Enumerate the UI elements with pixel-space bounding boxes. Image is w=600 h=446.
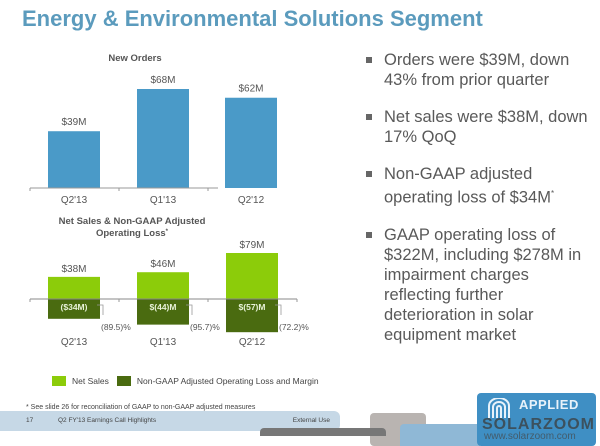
footer-bar: 17 Q2 FY'13 Earnings Call Highlights Ext… [0, 411, 340, 431]
bullet-footnote-mark: * [550, 189, 555, 198]
netsales-category-label: Q2'12 [239, 337, 266, 348]
new-orders-category-label: Q2'12 [238, 195, 265, 206]
watermark: SOLARZOOM [482, 416, 595, 433]
netsales-title-line2: Operating Loss* [96, 228, 169, 239]
op-margin-label: (89.5)% [101, 322, 131, 332]
footer-decoration-blue [400, 424, 480, 446]
page-number: 17 [26, 417, 34, 424]
new-orders-bar [225, 97, 277, 188]
net-sales-bar [48, 276, 100, 299]
new-orders-category-label: Q2'13 [61, 195, 88, 206]
netsales-title-line1: Net Sales & Non-GAAP Adjusted [59, 216, 206, 227]
op-loss-value-label: $(57)M [239, 302, 266, 312]
margin-connector [186, 304, 193, 315]
new-orders-category-label: Q1'13 [150, 195, 177, 206]
bullet-item: GAAP operating loss of $322M, including … [364, 225, 596, 345]
op-loss-bar [137, 299, 189, 325]
footnote: * See slide 26 for reconciliation of GAA… [26, 404, 256, 411]
applied-logo-icon [488, 398, 510, 418]
new-orders-title: New Orders [108, 53, 161, 64]
netsales-title-line2-text: Operating Loss [96, 228, 166, 239]
new-orders-bar [48, 131, 100, 188]
netsales-category-label: Q1'13 [150, 337, 177, 348]
new-orders-value-label: $68M [150, 75, 175, 86]
netsales-category-label: Q2'13 [61, 337, 88, 348]
bullet-text: Orders were $39M, down 43% from prior qu… [384, 51, 570, 89]
bullet-item: Net sales were $38M, down 17% QoQ [364, 107, 596, 147]
legend-item-net-sales: Net Sales [52, 376, 109, 386]
company-logo: APPLIED [477, 393, 596, 446]
legend-label-net-sales: Net Sales [72, 376, 109, 386]
bullet-text: GAAP operating loss of $322M, including … [384, 225, 582, 344]
classification-label: External Use [292, 417, 330, 424]
watermark-url: www.solarzoom.com [484, 431, 576, 442]
net-sales-bar [137, 272, 189, 299]
bullet-square-icon [366, 231, 372, 238]
net-sales-value-label: $38M [61, 264, 86, 275]
charts-canvas: New Orders $39M$68M$62M Q2'13 Q1'13 Q2'12 … [29, 53, 309, 348]
net-sales-value-label: $79M [239, 240, 264, 251]
bullet-item: Orders were $39M, down 43% from prior qu… [364, 50, 596, 90]
net-sales-value-label: $46M [150, 259, 175, 270]
deck-name: Q2 FY'13 Earnings Call Highlights [58, 417, 157, 424]
footer-decoration-dark [260, 428, 386, 436]
legend-item-op-loss: Non-GAAP Adjusted Operating Loss and Mar… [116, 376, 319, 386]
chart-legend: Net Sales Non-GAAP Adjusted Operating Lo… [52, 376, 327, 386]
legend-label-op-loss: Non-GAAP Adjusted Operating Loss and Mar… [136, 376, 319, 386]
op-loss-value-label: ($34M) [61, 302, 88, 312]
new-orders-value-label: $39M [61, 117, 86, 128]
net-sales-bar [226, 253, 278, 299]
new-orders-value-label: $62M [238, 84, 263, 95]
bullet-item: Non-GAAP adjusted operating loss of $34M… [364, 164, 596, 208]
bullet-square-icon [366, 57, 372, 63]
op-margin-label: (95.7)% [190, 322, 220, 332]
new-orders-bar [137, 89, 189, 188]
logo-text: APPLIED [519, 397, 579, 412]
op-loss-bar [226, 299, 278, 333]
margin-connector [275, 304, 282, 315]
op-loss-bar [48, 299, 100, 319]
bullet-list: Orders were $39M, down 43% from prior qu… [364, 50, 596, 362]
bullet-text: Non-GAAP adjusted operating loss of $34M [384, 165, 551, 207]
netsales-title-mark: * [166, 229, 169, 235]
bullet-square-icon [366, 171, 372, 177]
legend-swatch-net-sales [52, 376, 66, 386]
op-loss-value-label: $(44)M [150, 302, 177, 312]
bullet-square-icon [366, 114, 372, 120]
op-margin-label: (72.2)% [279, 322, 309, 332]
legend-swatch-op-loss [116, 376, 131, 386]
bullet-text: Net sales were $38M, down 17% QoQ [384, 108, 588, 146]
margin-connector [97, 304, 104, 315]
page-title: Energy & Environmental Solutions Segment [22, 6, 483, 31]
